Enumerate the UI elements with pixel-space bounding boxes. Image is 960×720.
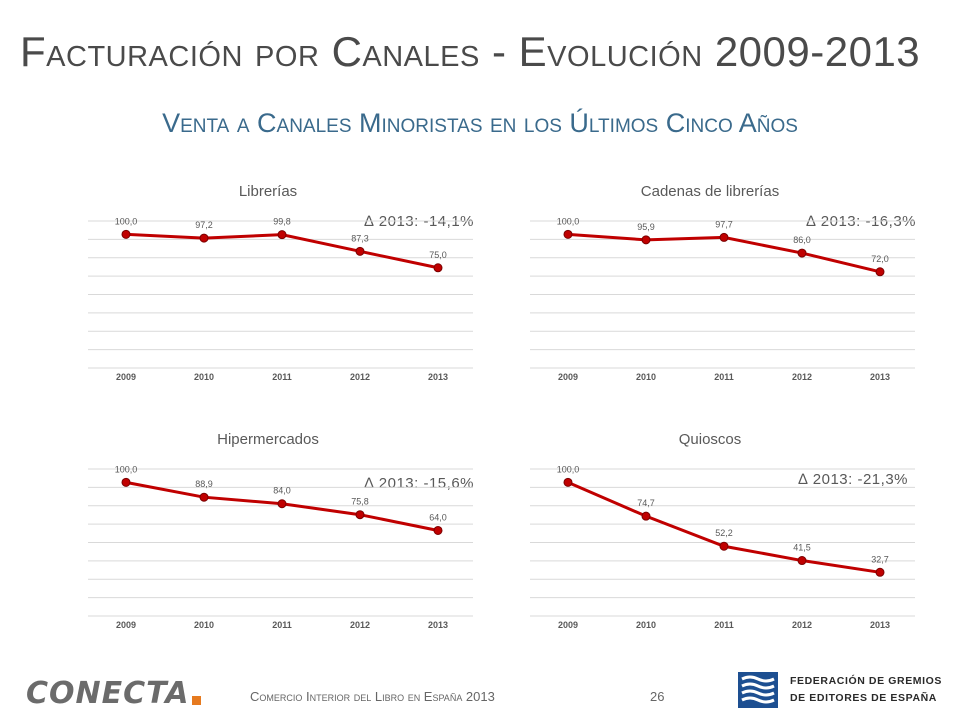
data-point bbox=[199, 233, 209, 243]
data-point bbox=[433, 525, 443, 535]
data-label: 72,0 bbox=[871, 254, 889, 264]
chart-annotation: ∆ 2013: -21,3% bbox=[798, 471, 908, 488]
data-label: 75,0 bbox=[429, 250, 447, 260]
x-tick-label: 2010 bbox=[636, 620, 656, 630]
data-label: 100,0 bbox=[115, 464, 138, 474]
line-chart-hipermercados: 2009 2010 2011 2012 2013 100,0 88,9 84,0 75,8 64,… bbox=[88, 464, 473, 630]
conecta-logo-dot bbox=[191, 696, 201, 705]
line-chart-cadenas: 2009 2010 2011 2012 2013 100,0 95,9 97,7 86,0 72,… bbox=[530, 216, 915, 382]
federacion-logo: FEDERACIÓN DE GREMIOS DE EDITORES DE ESP… bbox=[738, 672, 942, 708]
x-tick-label: 2010 bbox=[636, 372, 656, 382]
x-tick-label: 2013 bbox=[428, 372, 448, 382]
data-label: 86,0 bbox=[793, 235, 811, 245]
data-point bbox=[719, 541, 729, 551]
data-label: 84,0 bbox=[273, 486, 291, 496]
data-point bbox=[719, 232, 729, 242]
data-point bbox=[797, 556, 807, 566]
x-tick-label: 2011 bbox=[714, 620, 734, 630]
data-label: 100,0 bbox=[557, 464, 580, 474]
data-label: 88,9 bbox=[195, 479, 213, 489]
x-tick-label: 2012 bbox=[792, 620, 812, 630]
x-tick-label: 2013 bbox=[428, 620, 448, 630]
data-label: 41,5 bbox=[793, 543, 811, 553]
data-label: 32,7 bbox=[871, 554, 889, 564]
chart-panel-hipermercados: Hipermercados ∆ 2013: -15,6% 2009 2010 201… bbox=[88, 431, 488, 641]
data-label: 97,7 bbox=[715, 219, 733, 229]
data-point bbox=[563, 477, 573, 487]
line-chart-librerias: 2009 2010 2011 2012 2013 100,0 97,2 99,8 87,3 75,… bbox=[88, 216, 473, 382]
x-tick-label: 2012 bbox=[350, 620, 370, 630]
x-tick-label: 2010 bbox=[194, 372, 214, 382]
federacion-emblem-icon bbox=[738, 672, 778, 708]
conecta-logo: CONECTA bbox=[26, 676, 201, 711]
x-tick-label: 2012 bbox=[792, 372, 812, 382]
data-point bbox=[641, 235, 651, 245]
x-tick-label: 2009 bbox=[558, 372, 578, 382]
chart-title: Quioscos bbox=[678, 431, 742, 448]
data-point bbox=[355, 510, 365, 520]
data-label: 75,8 bbox=[351, 497, 369, 507]
data-point bbox=[277, 499, 287, 509]
data-label: 100,0 bbox=[115, 216, 138, 226]
data-label: 95,9 bbox=[637, 222, 655, 232]
federacion-logo-line1: FEDERACIÓN DE GREMIOS bbox=[790, 675, 943, 687]
data-label: 87,3 bbox=[351, 233, 369, 243]
data-point bbox=[797, 248, 807, 258]
x-tick-label: 2012 bbox=[350, 372, 370, 382]
data-label: 74,7 bbox=[637, 498, 655, 508]
data-label: 97,2 bbox=[195, 220, 213, 230]
x-tick-label: 2011 bbox=[714, 372, 734, 382]
page-subtitle: Venta a Canales Minoristas en los Último… bbox=[162, 108, 798, 138]
footer-text: Comercio Interior del Libro en España 20… bbox=[250, 689, 495, 704]
data-point bbox=[433, 263, 443, 273]
chart-panel-cadenas: Cadenas de librerías ∆ 2013: -16,3% 2009… bbox=[530, 183, 930, 393]
data-point bbox=[277, 230, 287, 240]
chart-title: Librerías bbox=[238, 183, 298, 200]
data-point bbox=[563, 229, 573, 239]
x-tick-label: 2011 bbox=[272, 372, 292, 382]
data-point bbox=[875, 567, 885, 577]
x-tick-label: 2013 bbox=[870, 372, 890, 382]
chart-panel-librerias: Librerías ∆ 2013: -14,1% 2009 2010 2011 201… bbox=[88, 183, 488, 393]
x-tick-label: 2009 bbox=[558, 620, 578, 630]
data-point bbox=[199, 492, 209, 502]
data-point bbox=[875, 267, 885, 277]
federacion-logo-line2: DE EDITORES DE ESPAÑA bbox=[790, 692, 937, 704]
chart-title: Hipermercados bbox=[217, 431, 319, 448]
chart-title: Cadenas de librerías bbox=[640, 183, 780, 200]
chart-panel-quioscos: Quioscos ∆ 2013: -21,3% 2009 2010 2011 2012… bbox=[530, 431, 930, 641]
x-tick-label: 2009 bbox=[116, 372, 136, 382]
data-point bbox=[121, 477, 131, 487]
x-tick-label: 2010 bbox=[194, 620, 214, 630]
data-point bbox=[641, 511, 651, 521]
page-number: 26 bbox=[650, 689, 665, 704]
x-tick-label: 2009 bbox=[116, 620, 136, 630]
data-label: 100,0 bbox=[557, 216, 580, 226]
x-tick-label: 2013 bbox=[870, 620, 890, 630]
data-label: 52,2 bbox=[715, 528, 733, 538]
data-label: 99,8 bbox=[273, 217, 291, 227]
page-title: Facturación por Canales - Evolución 2009… bbox=[20, 28, 921, 75]
data-label: 64,0 bbox=[429, 512, 447, 522]
data-point bbox=[355, 246, 365, 256]
x-tick-label: 2011 bbox=[272, 620, 292, 630]
data-point bbox=[121, 229, 131, 239]
line-chart-quioscos: 2009 2010 2011 2012 2013 100,0 74,7 52,2 41,5 32,… bbox=[530, 464, 915, 630]
conecta-logo-text: CONECTA bbox=[26, 676, 190, 711]
